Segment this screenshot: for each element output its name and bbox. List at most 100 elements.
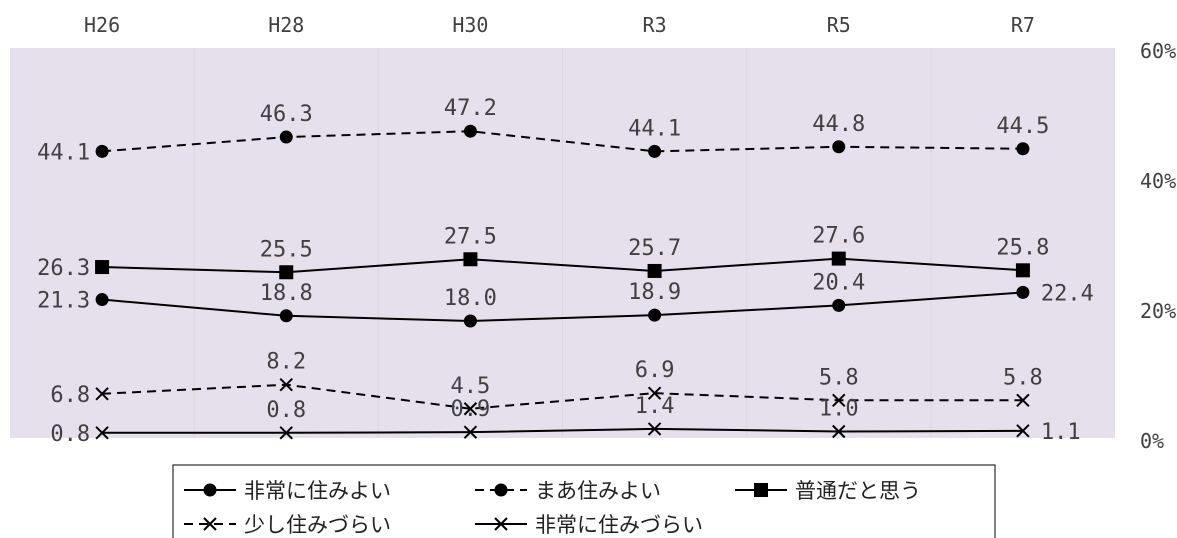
data-label: 26.3 <box>37 256 90 281</box>
legend-label: 非常に住みづらい <box>535 513 703 537</box>
data-point <box>647 386 662 400</box>
legend-box <box>172 464 996 538</box>
data-label: 20.4 <box>812 270 865 295</box>
series-line <box>102 427 1023 434</box>
x-marker-stroke <box>1016 424 1030 438</box>
series-line <box>101 291 1023 323</box>
x-tick-label: R5 <box>827 13 851 37</box>
y-tick-label: 0% <box>1140 429 1164 453</box>
data-label: 25.5 <box>260 237 313 262</box>
data-label: 44.1 <box>37 140 90 165</box>
data-point <box>648 144 662 158</box>
data-point <box>279 377 293 392</box>
data-point <box>1015 263 1030 278</box>
data-point <box>647 263 662 278</box>
data-point <box>1016 142 1030 156</box>
series-lines <box>95 124 1030 440</box>
data-point <box>95 387 109 401</box>
x-marker-stroke <box>279 426 293 440</box>
data-point <box>95 426 109 440</box>
data-point <box>463 425 478 439</box>
x-marker-stroke <box>494 517 508 531</box>
data-point <box>95 293 109 307</box>
data-point <box>1016 393 1030 408</box>
legend-marker <box>494 517 508 531</box>
data-label: 21.3 <box>37 289 90 314</box>
data-point <box>463 252 478 267</box>
legend-marker <box>203 517 217 531</box>
data-label: 44.8 <box>812 112 865 137</box>
x-marker-stroke <box>203 517 217 531</box>
data-point <box>832 424 846 439</box>
y-tick-label: 60% <box>1140 39 1176 63</box>
data-label: 8.2 <box>266 350 306 375</box>
data-point <box>648 308 662 322</box>
data-point <box>832 393 846 408</box>
data-point <box>279 130 293 144</box>
data-point <box>647 422 662 436</box>
data-point <box>463 402 478 416</box>
data-labels: 21.3 18.8 18.0 18.9 20.4 22.4 44.1 46.3 47.2 44.1… <box>37 96 1094 447</box>
data-point <box>463 124 477 138</box>
data-point <box>95 260 110 275</box>
x-marker-stroke <box>832 424 846 439</box>
data-label: 18.0 <box>444 286 497 311</box>
y-tick-label: 20% <box>1140 299 1176 323</box>
y-tick-label: 40% <box>1140 169 1176 193</box>
x-tick-label: H26 <box>84 13 120 37</box>
x-axis-tick-labels: H26 H28 H30 R3 R5 R7 <box>84 13 1035 37</box>
data-label: 0.8 <box>266 398 306 423</box>
data-label: 18.8 <box>260 281 313 306</box>
x-tick-label: H30 <box>452 13 488 37</box>
data-label: 25.7 <box>628 236 681 261</box>
x-marker-stroke <box>832 393 846 408</box>
legend-marker <box>203 483 217 497</box>
data-label: 47.2 <box>444 96 497 121</box>
x-tick-label: R3 <box>643 13 667 37</box>
data-label: 6.9 <box>635 358 675 383</box>
y-axis-tick-labels: 0% 20% 40% 60% <box>1140 39 1176 453</box>
x-marker-stroke <box>463 402 478 416</box>
series-line <box>102 130 1023 153</box>
legend-marker <box>754 483 768 497</box>
data-label: 1.4 <box>635 394 675 419</box>
data-label: 4.5 <box>451 374 491 399</box>
legend-label: 少し住みづらい <box>244 513 391 537</box>
x-marker-stroke <box>1016 393 1030 408</box>
legend-label: まあ住みよい <box>535 479 661 503</box>
x-tick-label: H28 <box>268 13 304 37</box>
data-label: 1.1 <box>1041 420 1081 445</box>
vertical-gridlines <box>193 48 932 438</box>
data-point <box>463 314 477 328</box>
data-label: 5.8 <box>819 365 859 390</box>
x-marker-stroke <box>279 377 293 392</box>
data-label: 0.8 <box>50 422 90 447</box>
data-point <box>831 251 846 266</box>
legend-marker <box>494 483 508 497</box>
data-point <box>95 144 109 158</box>
data-label: 5.8 <box>1003 365 1043 390</box>
data-label: 18.9 <box>628 280 681 305</box>
x-marker-stroke <box>95 387 109 401</box>
x-marker-stroke <box>647 386 662 400</box>
data-label: 27.6 <box>812 224 865 249</box>
legend-label: 普通だと思う <box>795 479 921 503</box>
data-label: 1.0 <box>819 397 859 422</box>
x-marker-stroke <box>647 422 662 436</box>
data-label: 25.8 <box>996 235 1049 260</box>
data-point <box>279 265 294 280</box>
data-label: 6.8 <box>50 383 90 408</box>
data-point <box>279 309 293 323</box>
legend-label: 非常に住みよい <box>244 479 391 503</box>
data-point <box>279 426 293 440</box>
x-marker-stroke <box>95 426 109 440</box>
data-label: 44.5 <box>996 114 1049 139</box>
data-label: 44.1 <box>628 116 681 141</box>
data-point <box>832 140 846 154</box>
data-point <box>1016 285 1030 299</box>
data-label: 27.5 <box>444 224 497 249</box>
x-marker-stroke <box>463 425 478 439</box>
data-point <box>1016 424 1030 438</box>
